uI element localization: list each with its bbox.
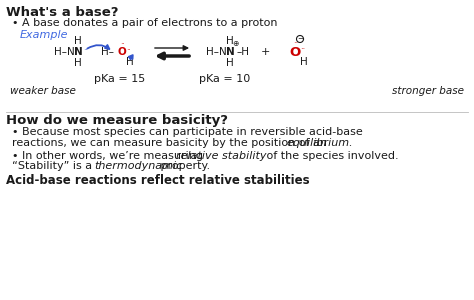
Text: H: H: [226, 36, 234, 46]
Text: How do we measure basicity?: How do we measure basicity?: [6, 114, 228, 127]
Text: • In other words, we’re measuring: • In other words, we’re measuring: [12, 151, 207, 161]
Text: +: +: [260, 47, 270, 57]
Text: N: N: [73, 47, 82, 57]
Text: pKa = 10: pKa = 10: [200, 74, 251, 84]
Text: O: O: [118, 47, 127, 57]
Text: What's a base?: What's a base?: [6, 6, 118, 19]
Text: H: H: [300, 57, 308, 67]
Text: H: H: [74, 58, 82, 68]
Text: • Because most species can participate in reversible acid-base: • Because most species can participate i…: [12, 127, 363, 137]
Text: –H: –H: [237, 47, 249, 57]
Text: stronger base: stronger base: [392, 86, 464, 96]
Text: equilibrium.: equilibrium.: [287, 138, 353, 148]
Text: ··: ··: [126, 46, 131, 56]
Text: thermodynamic: thermodynamic: [94, 161, 182, 171]
Text: H–N: H–N: [54, 47, 74, 57]
Text: of the species involved.: of the species involved.: [263, 151, 398, 161]
Text: O: O: [289, 46, 301, 59]
Text: • A base donates a pair of electrons to a proton: • A base donates a pair of electrons to …: [12, 18, 277, 28]
Text: −: −: [297, 36, 303, 42]
Text: H: H: [126, 57, 134, 67]
Text: pKa = 15: pKa = 15: [94, 74, 146, 84]
Text: ··: ··: [120, 40, 125, 50]
Text: ··: ··: [83, 46, 88, 56]
Text: N: N: [226, 47, 234, 57]
Text: H: H: [226, 58, 234, 68]
Text: H–N: H–N: [206, 47, 227, 57]
Text: “Stability” is a: “Stability” is a: [12, 161, 96, 171]
Text: H: H: [74, 36, 82, 46]
Text: ··: ··: [300, 46, 305, 55]
Text: relative stability: relative stability: [176, 151, 266, 161]
Text: Acid-base reactions reflect relative stabilities: Acid-base reactions reflect relative sta…: [6, 174, 310, 187]
Text: weaker base: weaker base: [10, 86, 76, 96]
Text: reactions, we can measure basicity by the position of an: reactions, we can measure basicity by th…: [12, 138, 330, 148]
Text: ··: ··: [293, 40, 298, 49]
Text: property.: property.: [156, 161, 210, 171]
Text: Example: Example: [20, 30, 69, 40]
Text: ⊕: ⊕: [232, 40, 238, 49]
Text: H–: H–: [101, 47, 115, 57]
